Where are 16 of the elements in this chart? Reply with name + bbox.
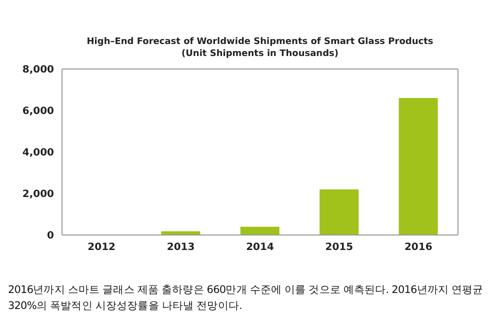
x-tick-label: 2013 (166, 242, 195, 254)
y-tick-label: 2,000 (22, 189, 54, 200)
chart-subtitle: (Unit Shipments in Thousands) (180, 48, 340, 60)
y-tick-label: 0 (47, 230, 54, 242)
x-tick-label: 2014 (246, 242, 274, 254)
y-tick-label: 4,000 (22, 148, 54, 159)
x-tick-label: 2015 (325, 242, 354, 254)
bar (398, 98, 438, 235)
y-tick-label: 6,000 (22, 106, 54, 118)
bar (320, 189, 359, 235)
y-tick-label: 8,000 (22, 64, 54, 76)
x-tick-label: 2016 (404, 242, 432, 254)
text: 2016년까지 스마트 글래스 제품 출하량은 660만개 수준에 이를 것으로 예측된다. 2016년까지 연평균 320%의 폭발적인 시장성장률을 나타낼 전망이다. (8, 283, 484, 314)
bar (240, 226, 280, 235)
chart-title: High–End Forecast of Worldwide Shipments of Smart Glass Products (86, 36, 434, 48)
x-tick-label: 2012 (88, 242, 116, 254)
